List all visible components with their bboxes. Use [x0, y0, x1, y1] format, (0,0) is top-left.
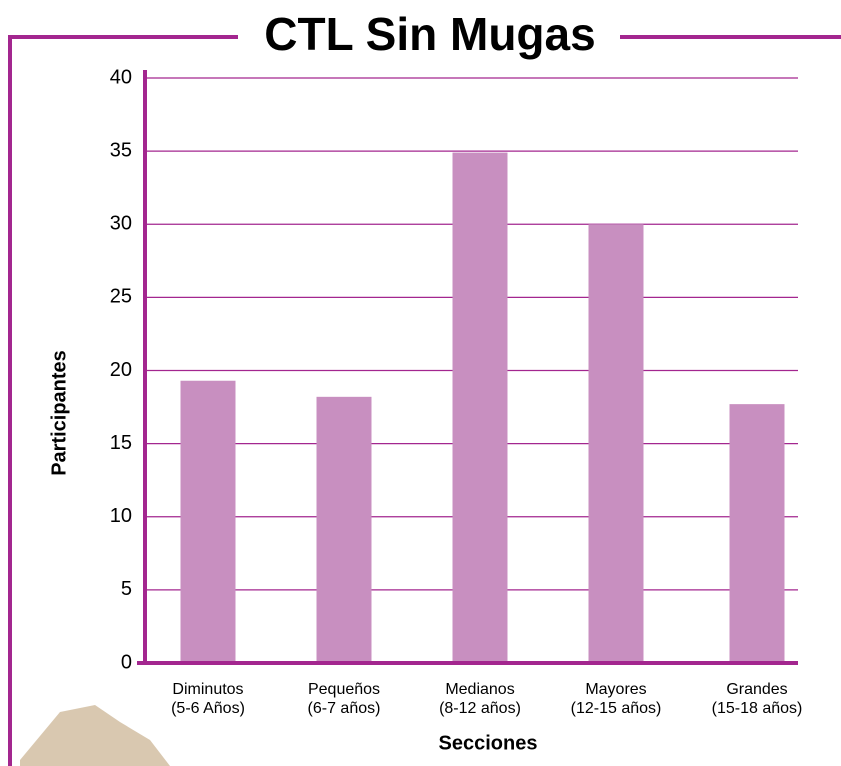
- bar: [317, 397, 372, 663]
- x-tick-label: (8-12 años): [439, 700, 521, 717]
- y-tick-label: 5: [121, 578, 132, 600]
- y-tick-label: 40: [110, 66, 132, 88]
- x-tick-label: (12-15 años): [571, 700, 662, 717]
- chart: CTL Sin Mugas Secciones Participantes 0 5…: [0, 0, 841, 766]
- x-tick-label: (6-7 años): [308, 700, 381, 717]
- x-tick-label: (5-6 Años): [171, 700, 245, 717]
- x-tick-label: Pequeños: [308, 681, 380, 698]
- y-tick-label: 15: [110, 432, 132, 454]
- y-tick-label: 20: [110, 359, 132, 381]
- y-tick-label: 30: [110, 213, 132, 235]
- x-tick-label: (15-18 años): [712, 700, 803, 717]
- x-axis-title: Secciones: [439, 732, 538, 754]
- x-tick-label: Diminutos: [172, 681, 243, 698]
- y-tick-label: 25: [110, 286, 132, 308]
- y-tick-label: 10: [110, 505, 132, 527]
- chart-title: CTL Sin Mugas: [264, 8, 595, 60]
- x-tick-label: Medianos: [445, 681, 514, 698]
- x-tick-label: Mayores: [585, 681, 646, 698]
- bar: [589, 224, 644, 663]
- bar: [730, 404, 785, 663]
- bar: [453, 153, 508, 663]
- map-decoration: [20, 705, 170, 766]
- y-tick-label: 0: [121, 651, 132, 673]
- x-tick-label: Grandes: [726, 681, 787, 698]
- y-axis-title: Participantes: [48, 350, 70, 476]
- bar: [181, 381, 236, 663]
- y-tick-label: 35: [110, 139, 132, 161]
